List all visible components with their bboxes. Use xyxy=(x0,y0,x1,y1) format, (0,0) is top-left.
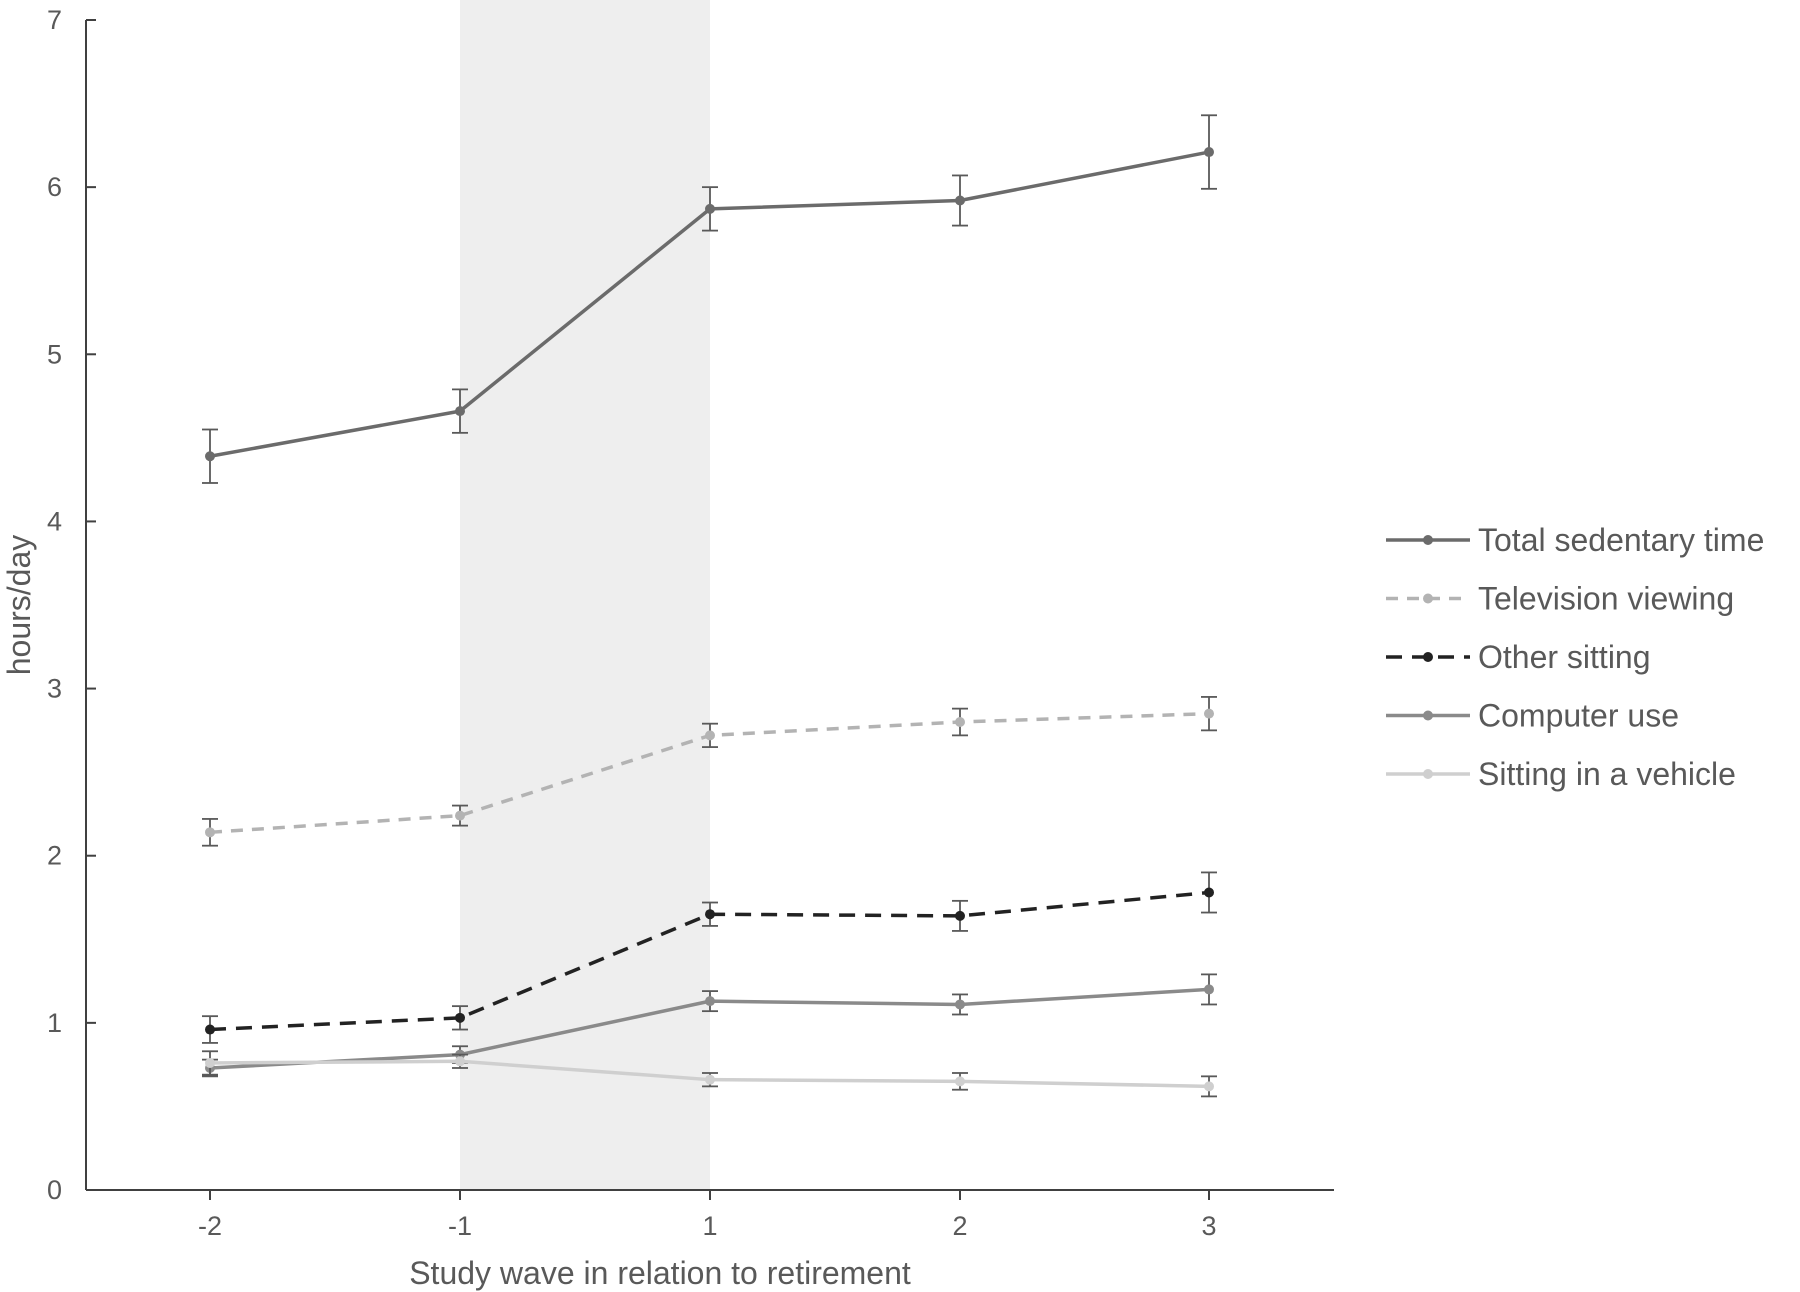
data-point xyxy=(1204,984,1214,995)
legend-label: Sitting in a vehicle xyxy=(1478,756,1736,792)
legend-swatch-marker xyxy=(1423,593,1433,604)
data-point xyxy=(205,827,215,838)
series-other-sitting xyxy=(202,871,1217,1044)
y-tick-label: 6 xyxy=(47,172,62,202)
x-tick-label: -1 xyxy=(448,1211,472,1241)
data-point xyxy=(955,910,965,921)
data-point xyxy=(205,1057,215,1068)
y-tick-label: 1 xyxy=(47,1008,62,1038)
series-sitting-in-a-vehicle xyxy=(202,1050,1217,1098)
data-point xyxy=(1204,708,1214,719)
x-tick-label: -2 xyxy=(198,1211,222,1241)
legend-swatch-marker xyxy=(1423,652,1433,662)
y-tick-label: 2 xyxy=(47,841,62,871)
data-point xyxy=(1204,1081,1214,1092)
data-point xyxy=(705,203,715,214)
series-layer xyxy=(202,114,1217,1098)
data-point xyxy=(1204,887,1214,898)
data-point xyxy=(455,406,465,417)
data-point xyxy=(705,909,715,920)
data-point xyxy=(955,1076,965,1087)
legend-item: Television viewing xyxy=(1386,581,1734,617)
legend-label: Television viewing xyxy=(1478,581,1734,617)
data-point xyxy=(705,996,715,1007)
legend-label: Total sedentary time xyxy=(1478,522,1764,558)
data-point xyxy=(205,451,215,462)
y-tick-label: 3 xyxy=(47,674,62,704)
x-tick-label: 2 xyxy=(952,1211,967,1241)
y-tick-label: 7 xyxy=(47,5,62,35)
y-tick-label: 5 xyxy=(47,339,62,369)
x-axis-label: Study wave in relation to retirement xyxy=(409,1255,911,1291)
legend-label: Other sitting xyxy=(1478,639,1651,675)
legend-item: Total sedentary time xyxy=(1386,522,1764,558)
data-point xyxy=(455,1056,465,1067)
series-total-sedentary-time xyxy=(202,114,1217,484)
legend-swatch-marker xyxy=(1423,535,1433,545)
y-tick-label: 0 xyxy=(47,1175,62,1205)
legend-item: Computer use xyxy=(1386,698,1679,734)
series-television-viewing xyxy=(202,696,1217,847)
data-point xyxy=(955,195,965,206)
legend-label: Computer use xyxy=(1478,698,1679,734)
data-point xyxy=(455,810,465,821)
data-point xyxy=(705,730,715,741)
retirement-shaded-band xyxy=(460,0,710,1190)
data-point xyxy=(955,717,965,727)
x-tick-label: 3 xyxy=(1201,1211,1216,1241)
data-point xyxy=(1204,147,1214,158)
axes: 0 1 2 3 4 5 6 7 -2 -1 1 2 3 xyxy=(47,5,1334,1241)
data-point xyxy=(955,999,965,1010)
legend-swatch-marker xyxy=(1423,769,1433,779)
data-point xyxy=(705,1074,715,1085)
legend-item: Other sitting xyxy=(1386,639,1651,675)
data-point xyxy=(205,1024,215,1035)
shaded-band-layer xyxy=(460,0,710,1190)
y-tick-label: 4 xyxy=(47,506,62,536)
legend: Total sedentary time Television viewing Ot… xyxy=(1386,522,1764,792)
x-tick-label: 1 xyxy=(702,1211,717,1241)
legend-item: Sitting in a vehicle xyxy=(1386,756,1736,792)
legend-swatch-marker xyxy=(1423,710,1433,721)
y-axis-label: hours/day xyxy=(1,535,37,676)
data-point xyxy=(455,1012,465,1023)
